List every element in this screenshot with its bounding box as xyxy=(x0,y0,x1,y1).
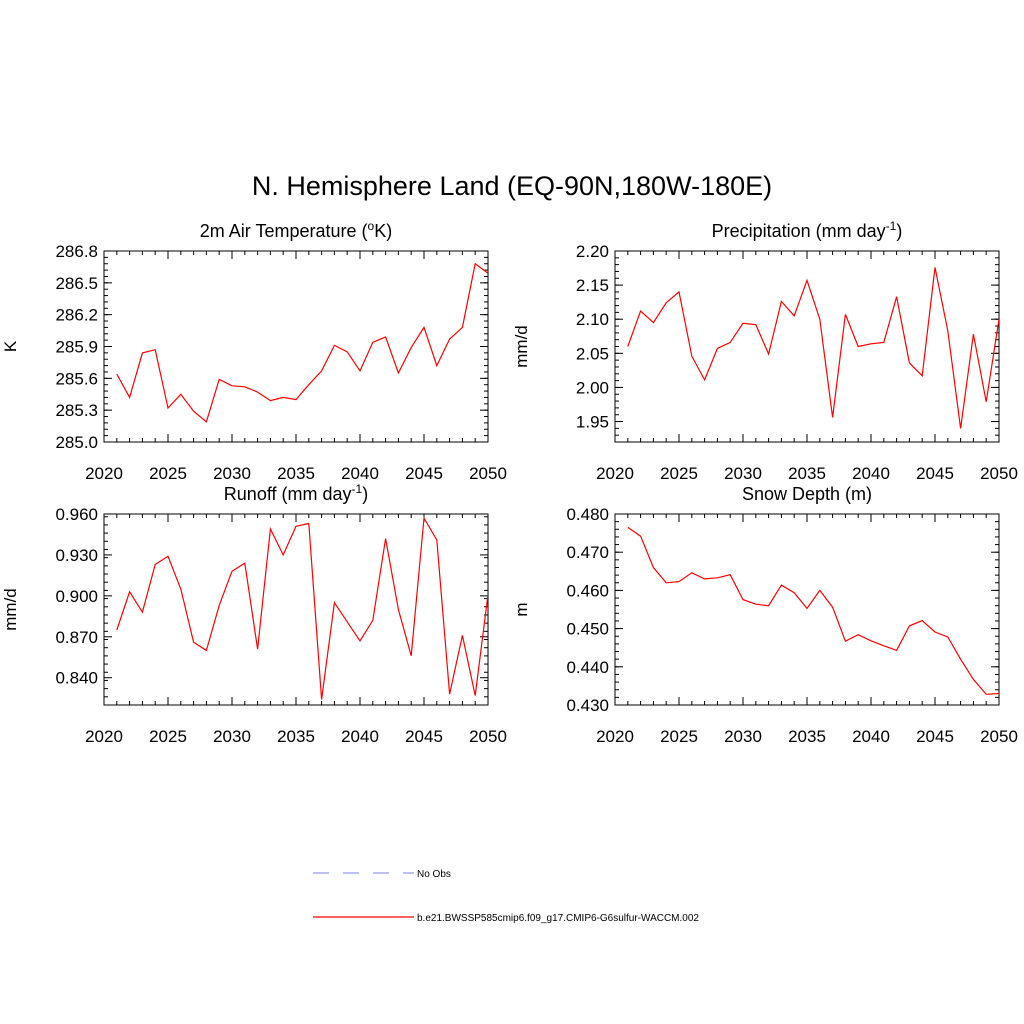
x-tick-label: 2050 xyxy=(469,727,507,746)
x-tick-label: 2045 xyxy=(405,727,443,746)
y-tick-label: 0.440 xyxy=(566,658,609,677)
y-tick-label: 0.900 xyxy=(55,587,98,606)
x-tick-label: 2030 xyxy=(724,727,762,746)
x-tick-label: 2025 xyxy=(149,464,187,483)
x-tick-label: 2020 xyxy=(85,464,123,483)
x-tick-label: 2025 xyxy=(660,727,698,746)
x-tick-label: 2040 xyxy=(852,727,890,746)
x-tick-label: 2025 xyxy=(149,727,187,746)
x-tick-label: 2035 xyxy=(277,464,315,483)
chart-panel-3: 0.840 0.870 0.900 0.930 0.960 2020 2025 2030 203… xyxy=(1,482,507,746)
x-tick-label: 2040 xyxy=(341,464,379,483)
panel-title: Runoff (mm day-1) xyxy=(224,482,368,504)
y-tick-label: 0.430 xyxy=(566,696,609,715)
legend-label-1: No Obs xyxy=(417,869,451,880)
panel-title: 2m Air Temperature (oK) xyxy=(200,219,392,241)
panel-title: Precipitation (mm day-1) xyxy=(712,219,903,241)
y-axis-label: K xyxy=(1,340,20,352)
plot-frame xyxy=(614,513,1000,706)
series-line xyxy=(627,526,999,695)
y-tick-label: 1.95 xyxy=(576,413,609,432)
panel-title-suffix: ) xyxy=(362,484,368,504)
x-tick-label: 2050 xyxy=(469,464,507,483)
y-tick-label: 2.20 xyxy=(576,242,609,261)
panel-title-superscript: -1 xyxy=(352,482,363,496)
chart-panel-1: 285.0 285.3 285.6 285.9 286.2 286.5 286.8 2020 2… xyxy=(1,219,507,483)
panel-title-text: Precipitation (mm day xyxy=(712,221,886,241)
x-tick-label: 2050 xyxy=(980,727,1018,746)
y-tick-label: 0.840 xyxy=(55,669,98,688)
legend-label-2: b.e21.BWSSP585cmip6.f09_g17.CMIP6-G6sulf… xyxy=(417,913,699,924)
panel-title-suffix: ) xyxy=(896,221,902,241)
x-tick-label: 2045 xyxy=(916,464,954,483)
x-tick-label: 2030 xyxy=(213,727,251,746)
y-tick-label: 285.0 xyxy=(55,433,98,452)
x-tick-label: 2035 xyxy=(277,727,315,746)
y-axis-label: mm/d xyxy=(512,325,531,368)
panel-title-text: Runoff (mm day xyxy=(224,484,352,504)
y-tick-label: 2.05 xyxy=(576,344,609,363)
y-tick-label: 286.5 xyxy=(55,274,98,293)
x-tick-label: 2045 xyxy=(916,727,954,746)
x-tick-label: 2020 xyxy=(596,727,634,746)
y-tick-label: 0.450 xyxy=(566,620,609,639)
y-tick-label: 285.9 xyxy=(55,338,98,357)
series-line xyxy=(627,267,999,429)
series-line xyxy=(116,516,488,700)
y-tick-label: 0.960 xyxy=(55,505,98,524)
x-tick-label: 2035 xyxy=(788,464,826,483)
y-tick-label: 0.460 xyxy=(566,581,609,600)
y-tick-label: 286.8 xyxy=(55,242,98,261)
x-tick-label: 2040 xyxy=(852,464,890,483)
x-tick-label: 2030 xyxy=(724,464,762,483)
y-tick-label: 0.470 xyxy=(566,543,609,562)
y-axis-label: mm/d xyxy=(1,588,20,631)
series-line xyxy=(116,262,488,423)
panel-title-suffix: K) xyxy=(374,221,392,241)
x-tick-label: 2020 xyxy=(596,464,634,483)
chart-panel-4: 0.430 0.440 0.450 0.460 0.470 0.480 2020 2025 20… xyxy=(512,484,1018,746)
plot-frame xyxy=(103,513,489,706)
panel-title-text: 2m Air Temperature ( xyxy=(200,221,368,241)
panel-title: Snow Depth (m) xyxy=(742,484,872,504)
y-tick-label: 0.930 xyxy=(55,546,98,565)
x-tick-label: 2030 xyxy=(213,464,251,483)
x-tick-label: 2020 xyxy=(85,727,123,746)
y-tick-label: 2.15 xyxy=(576,276,609,295)
y-tick-label: 285.3 xyxy=(55,401,98,420)
legend: No Obs b.e21.BWSSP585cmip6.f09_g17.CMIP6-… xyxy=(313,869,699,924)
x-tick-label: 2040 xyxy=(341,727,379,746)
panel-title-text: Snow Depth (m) xyxy=(742,484,872,504)
y-tick-label: 2.00 xyxy=(576,378,609,397)
y-tick-label: 286.2 xyxy=(55,306,98,325)
y-tick-label: 285.6 xyxy=(55,369,98,388)
panel-title-superscript: o xyxy=(368,219,375,233)
y-tick-label: 0.480 xyxy=(566,505,609,524)
x-tick-label: 2045 xyxy=(405,464,443,483)
y-axis-label: m xyxy=(512,602,531,616)
y-tick-label: 0.870 xyxy=(55,628,98,647)
x-tick-label: 2025 xyxy=(660,464,698,483)
chart-panel-2: 1.95 2.00 2.05 2.10 2.15 2.20 2020 2025 2030 2035… xyxy=(512,219,1018,483)
panel-title-superscript: -1 xyxy=(886,219,897,233)
y-tick-label: 2.10 xyxy=(576,310,609,329)
x-tick-label: 2035 xyxy=(788,727,826,746)
figure-title: N. Hemisphere Land (EQ-90N,180W-180E) xyxy=(251,171,773,201)
x-tick-label: 2050 xyxy=(980,464,1018,483)
